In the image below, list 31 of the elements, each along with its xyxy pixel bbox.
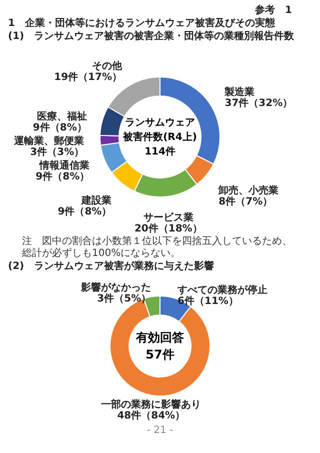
slice-label: 製造業 bbox=[224, 86, 255, 98]
data-label: 8件（7%） bbox=[218, 195, 273, 208]
data-label: 37件（32%） bbox=[224, 97, 293, 110]
data-label: 9件（8%） bbox=[32, 121, 87, 134]
chart-title: 1 企業・団体等におけるランサムウェア被害及びその実態 bbox=[8, 17, 276, 30]
text: 57件 bbox=[146, 348, 174, 362]
data-label: 9件（8%） bbox=[58, 206, 112, 218]
chart-subtitle: (1) ランサムウェア被害の被害企業・団体等の業種別報告件数 bbox=[8, 30, 296, 43]
slice-label: 医療、福祉 bbox=[36, 110, 87, 122]
text: 114件 bbox=[144, 146, 176, 158]
data-label: 19件（17%） bbox=[54, 71, 122, 84]
text: ランサムウェア bbox=[125, 118, 195, 128]
text: - 21 - bbox=[146, 425, 174, 436]
data-label: 48件（84%） bbox=[117, 409, 186, 422]
data-label: 20件（18%） bbox=[134, 222, 202, 235]
text: 被害件数(R4上) bbox=[122, 131, 197, 143]
slice-label: すべての業務が停止 bbox=[176, 284, 268, 296]
slice-label: その他 bbox=[92, 60, 123, 72]
data-label: 3件（3%） bbox=[30, 146, 84, 158]
data-label: 9件（8%） bbox=[36, 170, 90, 183]
slice-label: 運輸業、郵便業 bbox=[13, 135, 84, 148]
slice-label: 一部の業務に影響あり bbox=[101, 398, 202, 410]
slice-label: サービス業 bbox=[143, 212, 194, 224]
slice-label: 影響がなかった bbox=[80, 282, 152, 294]
slice-label: 情報通信業 bbox=[38, 160, 90, 172]
text: 参考 1 bbox=[254, 4, 293, 17]
text: 注 図中の割合は小数第１位以下を四捨五入しているため、総計が必ずしも100%にならない。 bbox=[21, 236, 293, 260]
slice-label: 建設業 bbox=[80, 194, 112, 207]
chart-title: (2) ランサムウェア被害が業務に与えた影響 bbox=[8, 260, 216, 273]
slice-label: 卸売、小売業 bbox=[218, 184, 279, 196]
text: 有効回答 bbox=[135, 330, 185, 344]
